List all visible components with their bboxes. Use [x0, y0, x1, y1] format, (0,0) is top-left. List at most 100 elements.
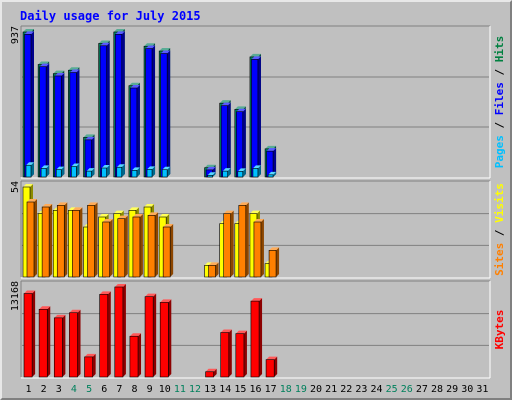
- bar-sites-day-7: [117, 215, 128, 278]
- x-tick-label: 23: [355, 384, 367, 395]
- x-tick-label: 5: [86, 384, 92, 395]
- x-tick-label: 13: [204, 384, 216, 395]
- bar-kbytes-day-2: [38, 306, 51, 378]
- bar-kbytes-day-10: [159, 299, 172, 378]
- x-tick-label: 24: [371, 384, 383, 395]
- x-tick-label: 21: [325, 384, 337, 395]
- bar-files-day-15: [236, 108, 246, 178]
- bar-files-day-3: [54, 72, 65, 178]
- bar-pages-day-16: [252, 165, 261, 178]
- bar-pages-day-8: [131, 167, 140, 178]
- bar-sites-day-3: [56, 202, 68, 278]
- x-tick-label: 1: [26, 384, 32, 395]
- x-tick-label: 11: [174, 384, 186, 395]
- bar-sites-day-14: [223, 210, 234, 278]
- bar-kbytes-day-13: [205, 368, 217, 378]
- bar-files-day-4: [69, 69, 80, 178]
- x-tick-label: 30: [461, 384, 473, 395]
- bar-kbytes-day-9: [144, 293, 157, 378]
- panel-visits: 54 Sites / Visits: [10, 180, 506, 279]
- x-tick-label: 27: [416, 384, 428, 395]
- x-axis-labels: 1 2 3 4 5 6 7 8 9 10 11 12 13 14 15 16 17 18 19 20 21 22 23 24 2…: [26, 384, 489, 395]
- bar-kbytes-day-7: [114, 284, 126, 378]
- legend-segment: Visits: [493, 183, 506, 223]
- legend-segment: Files: [493, 82, 506, 115]
- x-tick-label: 8: [131, 384, 137, 395]
- bar-sites-day-5: [87, 202, 98, 278]
- bar-kbytes-day-5: [84, 353, 96, 378]
- bar-pages-day-7: [116, 164, 125, 178]
- x-tick-label: 16: [249, 384, 261, 395]
- bar-pages-day-17: [267, 171, 277, 178]
- x-tick-label: 3: [56, 384, 62, 395]
- bar-pages-day-13: [207, 172, 216, 178]
- bar-sites-day-17: [268, 247, 280, 278]
- bar-kbytes-day-14: [220, 329, 232, 378]
- bar-files-day-9: [145, 45, 156, 178]
- bar-sites-day-4: [72, 207, 83, 278]
- x-tick-label: 10: [159, 384, 171, 395]
- x-tick-label: 25: [386, 384, 398, 395]
- x-tick-label: 31: [476, 384, 488, 395]
- x-tick-label: 18: [280, 384, 292, 395]
- legend-label-hits: Pages / Files / Hits: [493, 36, 506, 169]
- x-tick-label: 26: [401, 384, 413, 395]
- bar-pages-day-6: [101, 165, 110, 178]
- bar-kbytes-day-1: [23, 290, 36, 378]
- x-tick-label: 28: [431, 384, 443, 395]
- y-max-label: 13168: [10, 281, 21, 311]
- x-tick-label: 29: [446, 384, 458, 395]
- legend-segment: KBytes: [493, 310, 506, 350]
- bar-sites-day-15: [238, 202, 249, 278]
- bar-sites-day-6: [102, 219, 113, 278]
- bar-kbytes-day-6: [99, 291, 111, 378]
- bar-pages-day-9: [146, 166, 156, 178]
- bar-sites-day-9: [147, 212, 159, 278]
- x-tick-label: 19: [295, 384, 307, 395]
- legend-segment: /: [493, 115, 506, 135]
- bar-files-day-16: [251, 56, 261, 178]
- x-tick-label: 17: [265, 384, 277, 395]
- legend-label-visits: Sites / Visits: [493, 183, 506, 276]
- bar-kbytes-day-17: [265, 356, 278, 378]
- bar-pages-day-4: [71, 163, 80, 178]
- x-tick-label: 12: [189, 384, 201, 395]
- bar-pages-day-15: [237, 168, 246, 178]
- x-tick-label: 9: [147, 384, 153, 395]
- x-tick-label: 22: [340, 384, 352, 395]
- bar-pages-day-14: [222, 168, 231, 178]
- bar-kbytes-day-4: [69, 309, 81, 378]
- x-tick-label: 4: [71, 384, 77, 395]
- chart-panels: 937 Pages / Files / Hits 54 Sites / Visits 1…: [10, 25, 506, 379]
- x-tick-label: 20: [310, 384, 322, 395]
- panel-hits: 937 Pages / Files / Hits: [10, 25, 506, 179]
- y-max-label: 54: [10, 181, 21, 193]
- x-tick-label: 15: [234, 384, 246, 395]
- legend-label-kbytes: KBytes: [493, 310, 506, 350]
- bar-sites-day-1: [26, 199, 37, 278]
- x-tick-label: 2: [41, 384, 47, 395]
- legend-segment: /: [493, 223, 506, 243]
- bar-sites-day-13: [208, 262, 219, 278]
- bar-files-day-7: [114, 31, 125, 178]
- bar-kbytes-day-15: [235, 330, 247, 378]
- bar-pages-day-10: [161, 166, 171, 178]
- bar-pages-day-2: [40, 165, 50, 178]
- x-tick-label: 6: [101, 384, 107, 395]
- bar-kbytes-day-8: [129, 333, 142, 378]
- bar-files-day-14: [220, 102, 231, 178]
- bar-files-day-5: [84, 136, 95, 178]
- y-max-label: 937: [10, 26, 21, 44]
- bar-kbytes-day-16: [250, 298, 263, 378]
- bar-files-day-6: [99, 42, 110, 178]
- bar-files-day-1: [24, 31, 34, 178]
- x-tick-label: 14: [219, 384, 231, 395]
- bar-sites-day-2: [41, 204, 53, 278]
- bar-sites-day-16: [253, 219, 264, 278]
- bar-kbytes-day-3: [53, 314, 66, 378]
- chart-title: Daily usage for July 2015: [20, 9, 201, 23]
- bar-files-day-8: [130, 85, 140, 178]
- bar-pages-day-1: [25, 162, 34, 178]
- bar-files-day-2: [39, 63, 50, 178]
